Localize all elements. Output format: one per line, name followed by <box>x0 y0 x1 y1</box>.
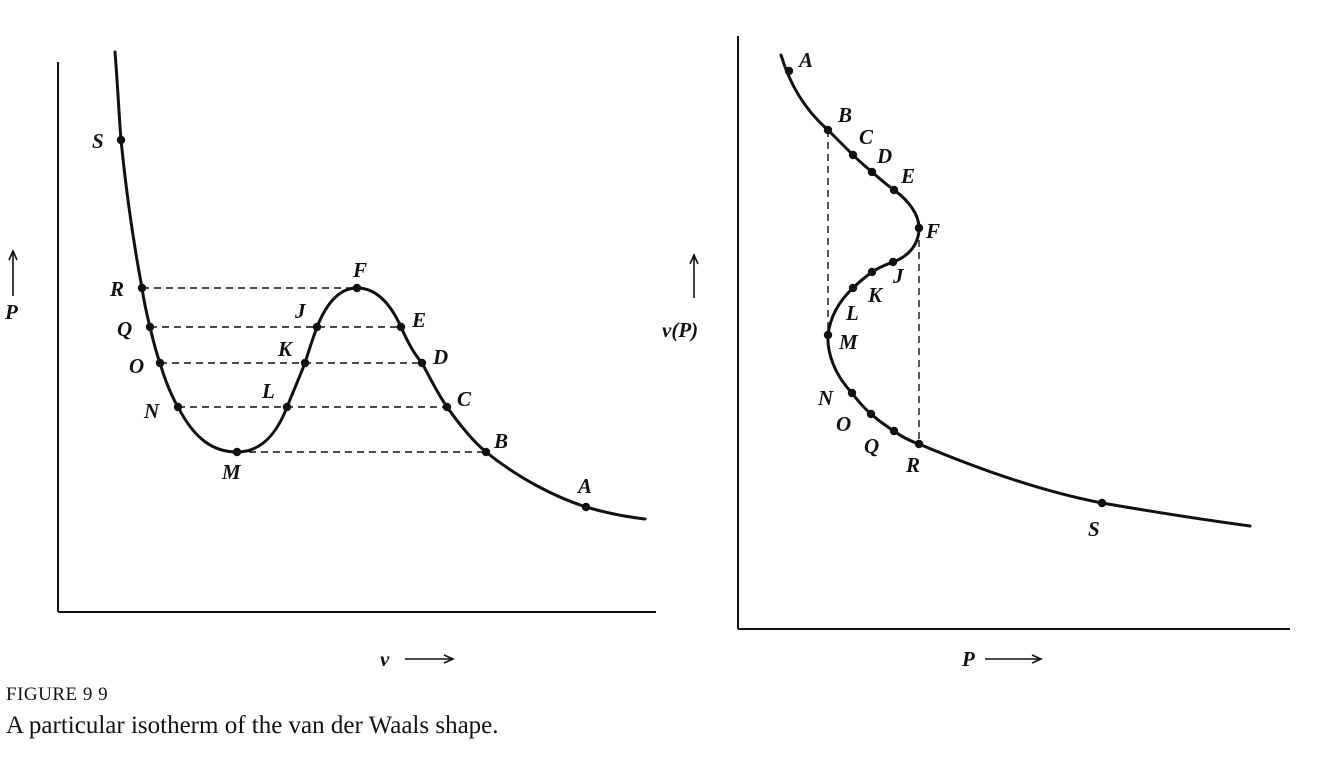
left-label-F: F <box>352 258 367 282</box>
left-point-D <box>417 358 427 368</box>
left-point-E <box>396 322 406 332</box>
left-label-E: E <box>411 308 426 332</box>
left-label-R: R <box>109 277 124 301</box>
left-label-S: S <box>92 129 104 153</box>
left-label-A: A <box>576 474 592 498</box>
left-label-D: D <box>432 345 448 369</box>
left-isotherm-curve <box>113 50 647 521</box>
left-point-B <box>481 447 491 457</box>
right-point-A <box>784 66 794 76</box>
left-label-N: N <box>143 399 160 423</box>
right-x-arrowhead <box>1031 654 1043 664</box>
right-x-axis-label: P <box>961 647 975 671</box>
left-point-S <box>116 135 126 145</box>
right-y-axis-label: v(P) <box>662 318 698 342</box>
right-label-Q: Q <box>864 434 879 458</box>
right-point-C <box>848 150 858 160</box>
right-label-N: N <box>817 386 834 410</box>
right-label-E: E <box>900 164 915 188</box>
right-label-B: B <box>837 103 852 127</box>
left-x-arrowhead <box>443 654 455 664</box>
left-point-A <box>581 502 591 512</box>
right-point-J <box>888 257 898 267</box>
right-y-arrowhead <box>689 253 699 265</box>
left-point-M <box>232 447 242 457</box>
left-point-R <box>137 283 147 293</box>
right-point-L <box>848 283 858 293</box>
left-point-F <box>352 283 362 293</box>
figure-svg: P v S R Q O N M L K <box>4 36 1290 671</box>
right-point-K <box>867 267 877 277</box>
right-point-S <box>1097 498 1107 508</box>
right-point-D <box>867 167 877 177</box>
right-label-J: J <box>892 264 905 288</box>
left-point-L <box>282 402 292 412</box>
left-label-O: O <box>129 354 144 378</box>
right-point-M <box>823 330 833 340</box>
right-label-C: C <box>859 125 874 149</box>
right-point-B <box>823 125 833 135</box>
left-point-N <box>173 402 183 412</box>
left-y-axis-label: P <box>4 300 18 324</box>
right-label-A: A <box>797 48 813 72</box>
right-point-Q <box>889 426 899 436</box>
left-point-C <box>442 402 452 412</box>
left-point-K <box>300 358 310 368</box>
right-label-L: L <box>845 301 859 325</box>
figure-caption: A particular isotherm of the van der Waa… <box>6 712 499 739</box>
right-label-F: F <box>925 219 940 243</box>
left-label-Q: Q <box>117 317 132 341</box>
right-label-S: S <box>1088 517 1100 541</box>
left-label-C: C <box>457 387 472 411</box>
left-label-K: K <box>277 337 294 361</box>
right-point-E <box>889 185 899 195</box>
left-label-J: J <box>294 299 307 323</box>
left-point-O <box>155 358 165 368</box>
left-plot: P v S R Q O N M L K <box>4 50 656 671</box>
right-label-R: R <box>905 453 920 477</box>
right-point-N <box>847 388 857 398</box>
left-point-J <box>312 322 322 332</box>
right-point-R <box>914 439 924 449</box>
left-y-arrowhead <box>8 249 18 261</box>
left-x-axis-label: v <box>380 647 390 671</box>
left-point-Q <box>145 322 155 332</box>
left-label-M: M <box>221 460 242 484</box>
left-label-B: B <box>493 429 508 453</box>
right-label-M: M <box>838 330 859 354</box>
right-point-F <box>914 223 924 233</box>
right-point-O <box>866 409 876 419</box>
right-label-O: O <box>836 412 851 436</box>
figure-number: FIGURE 9 9 <box>6 684 109 705</box>
right-label-K: K <box>867 283 884 307</box>
right-label-D: D <box>876 144 892 168</box>
left-label-L: L <box>261 379 275 403</box>
right-plot: v(P) P A B C D E F J K L M <box>662 36 1290 671</box>
